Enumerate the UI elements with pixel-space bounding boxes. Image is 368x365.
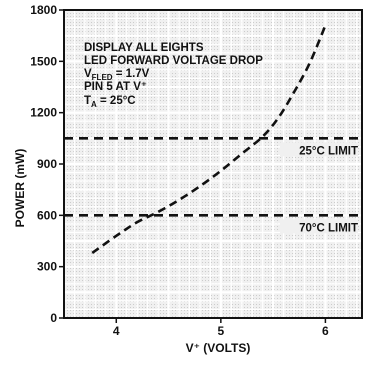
y-tick-label: 900 bbox=[37, 157, 57, 171]
y-tick-label: 600 bbox=[37, 208, 57, 222]
y-tick-label: 1500 bbox=[30, 54, 57, 68]
y-axis: 0 300 600 900 1200 1500 1800 bbox=[30, 3, 64, 325]
grid-lines bbox=[62, 8, 362, 320]
y-tick-label: 1800 bbox=[30, 3, 57, 17]
limit-lines: 25°C LIMIT 70°C LIMIT bbox=[64, 137, 362, 234]
y-tick-label: 300 bbox=[37, 260, 57, 274]
y-tick-label: 1200 bbox=[30, 106, 57, 120]
x-tick-label: 4 bbox=[113, 324, 120, 338]
limit-label-bg bbox=[280, 219, 358, 234]
annotation-line-1: DISPLAY ALL EIGHTS bbox=[84, 42, 204, 54]
x-tick-label: 6 bbox=[322, 324, 329, 338]
series-layer bbox=[91, 24, 327, 255]
annotation-block: DISPLAY ALL EIGHTS LED FORWARD VOLTAGE D… bbox=[84, 42, 263, 109]
annotation-line-3: VFLED = 1.7V bbox=[84, 68, 150, 82]
annotation-line-5: TA = 25°C bbox=[84, 95, 136, 109]
limit-label-1: 25°C LIMIT bbox=[299, 145, 358, 157]
series-line-1 bbox=[91, 24, 327, 255]
y-axis-title: POWER (mW) bbox=[13, 149, 27, 228]
x-tick-label: 5 bbox=[217, 324, 224, 338]
y-tick-label: 0 bbox=[50, 311, 57, 325]
x-axis: 4 5 6 bbox=[113, 318, 329, 338]
limit-label-2: 70°C LIMIT bbox=[299, 222, 358, 234]
annotation-line-2: LED FORWARD VOLTAGE DROP bbox=[84, 55, 263, 67]
limit-label-bg bbox=[280, 142, 358, 157]
annotation-line-4: PIN 5 AT V⁺ bbox=[84, 81, 147, 93]
x-axis-title: V⁺ (VOLTS) bbox=[186, 341, 251, 355]
